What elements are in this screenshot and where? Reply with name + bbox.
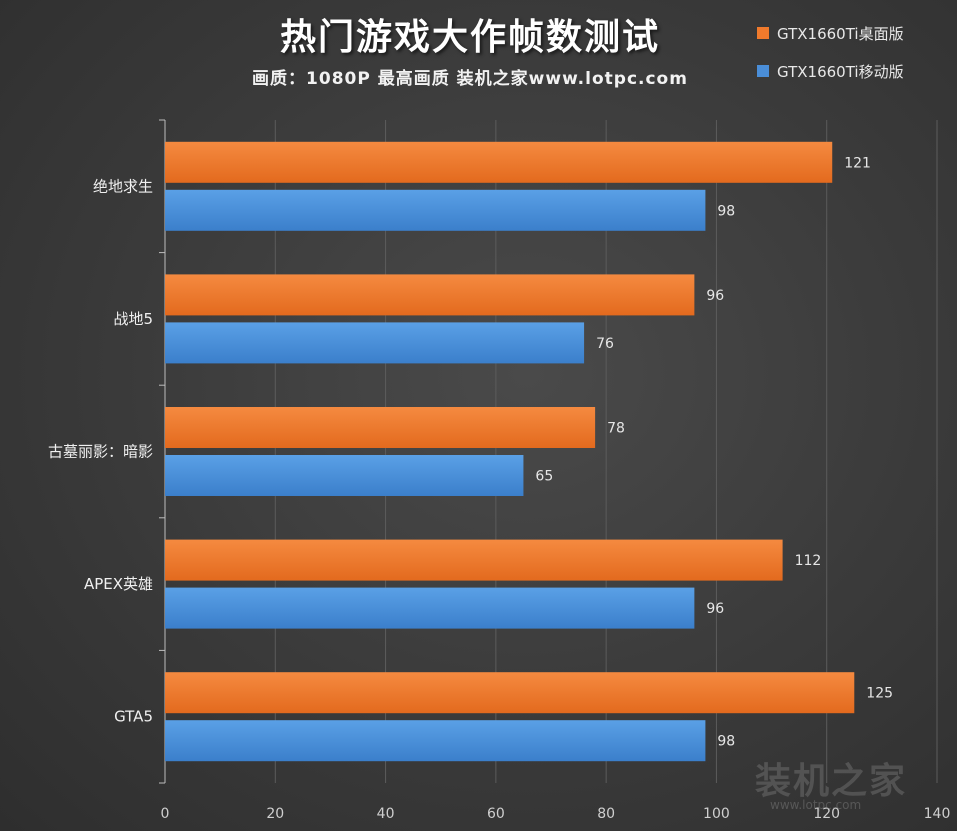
category-label: 绝地求生: [93, 177, 153, 195]
category-label: APEX英雄: [84, 575, 153, 593]
legend-item-desktop: GTX1660Ti桌面版: [757, 20, 904, 46]
value-label-mobile: 96: [706, 601, 724, 617]
bars: [165, 141, 855, 762]
value-label-mobile: 98: [717, 734, 735, 750]
category-label: 战地5: [113, 310, 153, 328]
bar-desktop: [165, 274, 695, 316]
x-tick-label: 120: [813, 806, 840, 822]
legend-swatch-mobile: [757, 65, 769, 77]
bar-desktop: [165, 407, 596, 448]
bar-mobile: [165, 455, 524, 496]
value-label-mobile: 76: [596, 336, 614, 352]
x-tick-label: 140: [924, 806, 951, 822]
x-tick-label: 0: [161, 806, 170, 822]
x-tick-label: 100: [703, 806, 730, 822]
bar-desktop: [165, 539, 783, 581]
value-label-desktop: 121: [844, 155, 871, 171]
bar-desktop: [165, 672, 855, 714]
legend-label-mobile: GTX1660Ti移动版: [777, 62, 904, 81]
value-label-desktop: 96: [706, 288, 724, 304]
bar-desktop: [165, 141, 833, 183]
value-label-mobile: 65: [535, 469, 553, 485]
bar-mobile: [165, 322, 585, 364]
legend-swatch-desktop: [757, 27, 769, 39]
labels: 绝地求生 121 98 战地5 96 76 古墓丽影：暗影 78 65 APEX英雄 112 96 GT…: [48, 155, 893, 749]
watermark-url: www.lotpc.com: [770, 798, 862, 812]
value-label-desktop: 112: [795, 553, 822, 569]
x-tick-label: 40: [377, 806, 395, 822]
chart-subtitle: 画质：1080P 最高画质 装机之家www.lotpc.com: [252, 69, 688, 89]
bar-mobile: [165, 189, 706, 231]
x-tick-label: 80: [597, 806, 615, 822]
legend-item-mobile: GTX1660Ti移动版: [757, 58, 904, 84]
chart-title: 热门游戏大作帧数测试: [279, 17, 660, 58]
x-tick-label: 20: [266, 806, 284, 822]
category-label: 古墓丽影：暗影: [48, 443, 153, 461]
value-label-mobile: 98: [717, 203, 735, 219]
value-label-desktop: 125: [866, 686, 893, 702]
legend-label-desktop: GTX1660Ti桌面版: [777, 24, 904, 43]
legend: GTX1660Ti桌面版 GTX1660Ti移动版: [757, 20, 904, 96]
watermark-logo: 装机之家: [755, 761, 908, 802]
bar-mobile: [165, 587, 695, 629]
value-label-desktop: 78: [607, 421, 625, 437]
category-label: GTA5: [114, 708, 153, 726]
x-tick-label: 60: [487, 806, 505, 822]
bar-mobile: [165, 720, 706, 762]
